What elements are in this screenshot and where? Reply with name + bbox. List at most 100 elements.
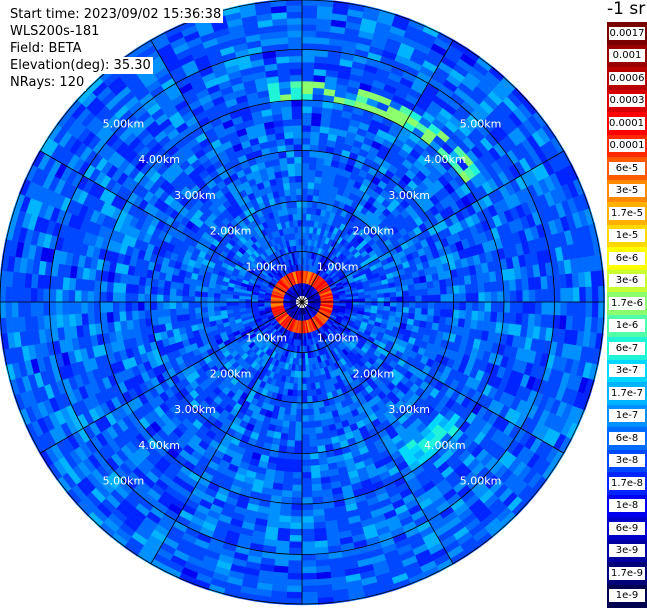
data-bins	[0, 0, 605, 606]
data-bin	[284, 458, 294, 467]
data-bin	[566, 301, 574, 317]
data-bin	[490, 301, 498, 313]
data-bin	[290, 194, 297, 202]
data-bin	[307, 182, 315, 190]
data-bin	[106, 311, 114, 323]
data-bin	[74, 289, 82, 303]
data-bin	[307, 414, 315, 422]
data-bin	[312, 496, 324, 504]
data-bin	[301, 112, 313, 120]
data-bin	[313, 527, 327, 536]
data-bin	[125, 301, 133, 312]
data-bin	[301, 87, 314, 95]
data-bin	[283, 182, 291, 190]
data-bin	[244, 301, 252, 306]
data-bin	[291, 106, 303, 114]
data-bin	[298, 244, 303, 252]
data-bin	[527, 277, 536, 291]
data-bin	[150, 293, 158, 303]
data-bin	[112, 311, 121, 323]
data-bin	[453, 301, 461, 311]
data-bin	[314, 420, 322, 428]
data-bin	[301, 169, 310, 177]
data-bin	[157, 279, 166, 288]
data-bin	[277, 527, 291, 536]
data-bin	[304, 352, 309, 359]
data-bin	[278, 74, 291, 83]
data-bin	[301, 390, 308, 397]
data-bin	[118, 311, 127, 322]
data-bin	[308, 427, 317, 435]
data-bin	[477, 282, 486, 293]
data-bin	[182, 283, 190, 291]
data-bin	[310, 137, 320, 146]
data-bin	[414, 289, 422, 297]
data-bin	[188, 313, 197, 320]
data-bin	[296, 200, 303, 208]
data-bin	[310, 458, 320, 467]
data-bin	[292, 478, 303, 486]
data-bin	[293, 143, 303, 151]
data-bin	[301, 42, 316, 51]
data-bin	[188, 301, 196, 309]
data-bin	[286, 156, 295, 165]
data-bin	[408, 307, 416, 315]
data-bin	[287, 36, 303, 44]
data-bin	[521, 313, 530, 326]
data-bin	[459, 301, 467, 311]
data-bin	[131, 283, 139, 294]
data-bin	[522, 301, 530, 315]
data-bin	[311, 483, 323, 492]
data-bin	[291, 389, 298, 397]
data-bin	[415, 295, 423, 303]
data-bin	[163, 280, 172, 289]
data-bin	[295, 188, 303, 196]
data-bin	[284, 137, 294, 146]
data-bin	[408, 301, 416, 309]
data-bin	[566, 287, 574, 303]
data-bin	[294, 156, 303, 164]
data-bin	[553, 288, 562, 303]
data-bin	[522, 289, 530, 303]
data-bin	[194, 290, 202, 297]
data-bin	[87, 290, 95, 303]
data-bin	[285, 201, 293, 209]
data-bin	[118, 282, 127, 293]
data-bin	[301, 484, 313, 492]
data-bin	[311, 477, 322, 486]
data-bin	[285, 150, 295, 158]
data-bin	[219, 297, 227, 303]
data-bin	[288, 42, 303, 51]
data-bin	[477, 311, 486, 322]
data-bin	[213, 310, 222, 317]
data-bin	[294, 427, 303, 435]
data-bin	[100, 312, 108, 324]
data-bin	[310, 382, 317, 391]
data-bin	[226, 297, 233, 303]
data-bin	[306, 200, 313, 209]
data-bin	[290, 87, 303, 95]
data-bin	[200, 291, 209, 298]
data-bin	[137, 310, 146, 320]
data-bin	[213, 301, 221, 307]
data-bin	[306, 395, 313, 404]
data-bin	[301, 61, 315, 69]
data-bin	[503, 290, 511, 303]
data-bin	[301, 55, 316, 63]
data-bin	[383, 297, 391, 303]
data-bin	[301, 207, 308, 214]
data-bin	[309, 446, 319, 454]
data-bin	[137, 301, 145, 311]
data-bin	[314, 176, 322, 184]
data-bin	[219, 301, 227, 307]
data-bin	[286, 207, 293, 215]
data-bin	[293, 446, 303, 454]
data-bin	[290, 93, 303, 101]
data-bin	[238, 301, 246, 306]
data-bin	[458, 284, 467, 294]
data-bin	[288, 175, 296, 183]
data-bin	[175, 288, 183, 296]
data-bin	[74, 301, 82, 315]
data-bin	[309, 452, 319, 460]
data-bin	[118, 301, 126, 312]
